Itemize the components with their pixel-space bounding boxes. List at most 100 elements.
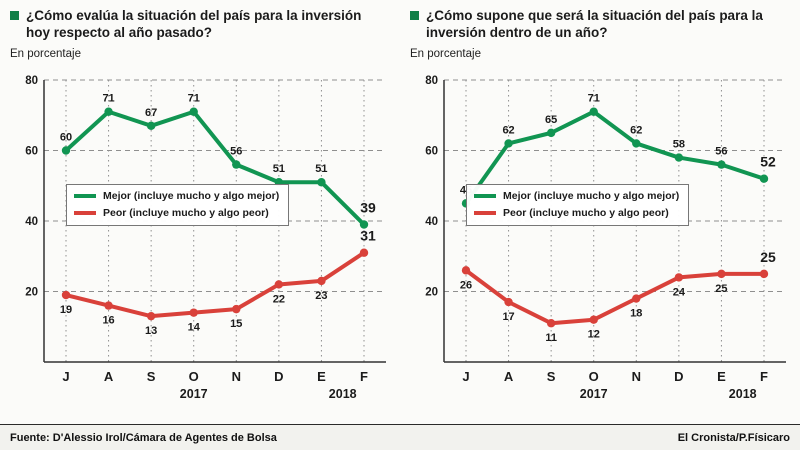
x-tick-label: F [360,369,368,384]
x-tick-label: S [547,369,556,384]
series-line [464,109,766,205]
legend-label-mejor: Mejor (incluye mucho y algo mejor) [103,189,280,202]
x-tick-label: A [504,369,514,384]
data-point [104,107,113,116]
chart-title: ¿Cómo evalúa la situación del país para … [26,8,362,41]
legend-swatch-mejor [74,193,96,198]
x-tick-label: N [632,369,641,384]
x-tick-label: A [104,369,114,384]
x-tick-label: S [147,369,156,384]
year-label: 2017 [580,387,608,401]
x-tick-label: F [760,369,768,384]
chart-title-row: ¿Cómo supone que será la situación del p… [410,7,796,42]
point-label: 11 [545,332,557,344]
data-point [232,304,241,313]
data-point [146,121,156,130]
point-label: 62 [630,124,642,136]
point-label: 12 [588,328,600,340]
data-point [189,107,198,116]
data-point [632,138,641,148]
data-point [546,318,556,327]
point-label: 71 [588,92,600,104]
legend-label-peor: Peor (incluye mucho y algo peor) [503,206,669,219]
point-label: 15 [230,318,242,330]
point-label: 65 [545,113,557,125]
x-tick-label: D [274,369,283,384]
point-label: 56 [230,145,242,157]
point-label: 22 [273,293,285,305]
data-point [317,177,326,186]
data-point [317,276,326,285]
x-tick-label: J [462,369,469,384]
point-label-last: 25 [760,248,776,264]
y-tick-label: 40 [25,216,38,228]
data-point [759,174,769,183]
point-label: 60 [60,131,72,143]
legend-label-mejor: Mejor (incluye mucho y algo mejor) [503,189,680,202]
chart-wrap: 20 40 60 80 60 71 67 71 56 51 51 39 19 16 13 14 15 22 23 31… [10,62,396,417]
point-label: 71 [188,92,200,104]
data-point [546,128,556,137]
chart-title: ¿Cómo supone que será la situación del p… [426,8,763,41]
chart-subtitle: En porcentaje [10,47,81,60]
data-point [759,269,769,278]
y-tick-label: 80 [25,75,38,87]
chart-panel-left: ¿Cómo evalúa la situación del país para … [0,0,400,424]
data-point [504,138,513,148]
point-label-last: 31 [360,227,376,243]
point-label: 67 [145,106,157,118]
y-tick-label: 40 [425,216,438,228]
x-tick-label: D [674,369,683,384]
data-point [359,248,369,257]
chart-wrap: 2040608045626571625856522617111218242525… [410,62,796,417]
point-label: 19 [60,304,72,316]
data-point [632,293,641,303]
x-tick-label: J [62,369,69,384]
data-point [717,159,726,169]
footer-bar: Fuente: D'Alessio Irol/Cámara de Agentes… [0,424,800,450]
legend-row: Mejor (incluye mucho y algo mejor) [74,190,279,202]
point-label-last: 39 [360,199,376,215]
data-point [504,297,513,306]
data-point [461,265,471,275]
series-line [64,250,366,318]
year-label: 2018 [329,387,357,401]
data-point [589,315,598,324]
point-label: 14 [188,321,201,333]
legend-row: Peor (incluye mucho y algo peor) [474,207,679,219]
data-point [717,269,726,278]
point-label: 56 [715,145,727,157]
legend-label-peor: Peor (incluye mucho y algo peor) [103,206,269,219]
data-point [589,107,598,116]
title-bullet-icon [10,11,19,20]
data-point [61,145,71,155]
x-tick-label: E [317,369,326,384]
point-label: 23 [315,289,327,301]
x-tick-label: N [232,369,241,384]
point-label: 51 [315,163,327,175]
charts-area: ¿Cómo evalúa la situación del país para … [0,0,800,424]
data-point [61,290,71,299]
chart-subtitle: En porcentaje [410,47,481,60]
data-point [189,307,198,317]
chart-panel-right: ¿Cómo supone que será la situación del p… [400,0,800,424]
point-label-last: 52 [760,153,776,169]
point-label: 18 [630,307,642,319]
series-line [64,109,366,227]
legend-row: Peor (incluye mucho y algo peor) [74,207,279,219]
y-tick-label: 20 [425,286,438,298]
legend-row: Mejor (incluye mucho y algo mejor) [474,190,679,202]
data-point [359,219,369,229]
legend-swatch-peor [74,210,96,215]
y-tick-label: 80 [425,75,438,87]
title-bullet-icon [410,11,419,20]
point-label: 13 [145,325,157,337]
chart-canvas: 2040608045626571625856522617111218242525… [425,75,786,401]
legend-swatch-peor [474,210,496,215]
data-point [146,311,156,320]
point-label: 16 [102,314,114,326]
chart-legend: Mejor (incluye mucho y algo mejor) Peor … [466,183,690,226]
source-credit: Fuente: D'Alessio Irol/Cámara de Agentes… [10,431,277,444]
chart-canvas: 20 40 60 80 60 71 67 71 56 51 51 39 19 16 13 14 15 22 23 31… [25,75,386,401]
